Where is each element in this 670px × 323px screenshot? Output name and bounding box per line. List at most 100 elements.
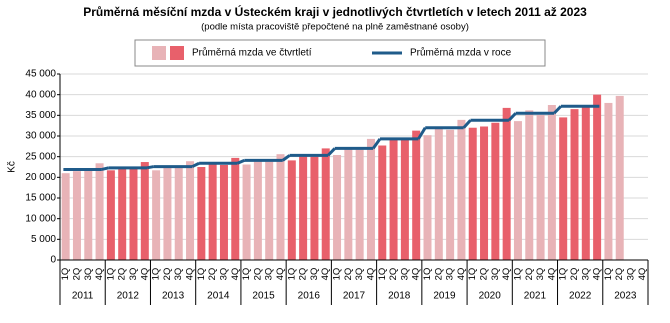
- chart-title: Průměrná měsíční mzda v Ústeckém kraji v…: [83, 4, 587, 19]
- x-tick-label: 1Q: [105, 268, 116, 281]
- x-tick-label: 4Q: [411, 268, 422, 281]
- bar: [118, 167, 127, 260]
- bar: [491, 122, 500, 260]
- y-tick-label: 30 000: [25, 131, 56, 142]
- bar: [525, 110, 534, 260]
- bar: [480, 126, 489, 260]
- x-tick-label: 3Q: [626, 268, 637, 281]
- year-label: 2019: [433, 291, 456, 302]
- bar: [219, 164, 228, 260]
- x-tick-label: 3Q: [490, 268, 501, 281]
- bar: [513, 121, 522, 261]
- x-tick-label: 1Q: [603, 268, 614, 281]
- x-tick-label: 3Q: [83, 268, 94, 281]
- bar: [446, 129, 455, 260]
- x-tick-label: 2Q: [388, 268, 399, 281]
- year-label: 2023: [614, 291, 637, 302]
- bar: [197, 167, 206, 260]
- bar: [299, 155, 308, 260]
- line-step: [146, 165, 155, 170]
- line-step: [417, 126, 427, 140]
- x-tick-label: 2Q: [252, 268, 263, 281]
- x-tick-label: 4Q: [230, 268, 241, 281]
- bar: [468, 127, 477, 260]
- x-tick-label: 4Q: [456, 268, 467, 281]
- y-tick-label: 5 000: [31, 234, 56, 245]
- bar: [61, 173, 70, 260]
- x-tick-label: 3Q: [128, 268, 139, 281]
- legend-swatch: [170, 46, 184, 60]
- x-tick-label: 2Q: [433, 268, 444, 281]
- x-tick-label: 4Q: [365, 268, 376, 281]
- bar: [423, 135, 432, 260]
- bar: [536, 114, 545, 260]
- line-step: [281, 154, 291, 162]
- year-label: 2016: [298, 291, 321, 302]
- x-tick-label: 2Q: [479, 268, 490, 281]
- bar: [253, 161, 262, 260]
- y-tick-label: 40 000: [25, 89, 56, 100]
- bar: [95, 163, 104, 260]
- x-tick-label: 1Q: [332, 268, 343, 281]
- y-tick-label: 0: [50, 255, 56, 266]
- x-tick-label: 3Q: [445, 268, 456, 281]
- x-tick-label: 3Q: [580, 268, 591, 281]
- line-step: [326, 147, 336, 157]
- x-tick-label: 1Q: [60, 268, 71, 281]
- bar: [276, 154, 285, 260]
- bar: [152, 170, 161, 260]
- bar: [593, 94, 602, 261]
- x-tick-label: 1Q: [151, 268, 162, 281]
- bar: [547, 105, 556, 260]
- year-label: 2017: [343, 291, 366, 302]
- legend-box: [134, 39, 546, 67]
- x-tick-label: 1Q: [196, 268, 207, 281]
- chart-subtitle: (podle místa pracoviště přepočtené na pl…: [201, 22, 469, 33]
- bar: [559, 117, 568, 261]
- line-step: [191, 161, 200, 168]
- bar: [242, 164, 251, 260]
- x-tick-label: 1Q: [512, 268, 523, 281]
- bar: [355, 149, 364, 260]
- bar: [457, 119, 466, 260]
- x-tick-label: 4Q: [275, 268, 286, 281]
- bar: [129, 167, 138, 260]
- x-tick-label: 2Q: [162, 268, 173, 281]
- x-tick-label: 2Q: [71, 268, 82, 281]
- x-tick-label: 2Q: [207, 268, 218, 281]
- bar: [333, 155, 342, 260]
- bar: [570, 109, 579, 260]
- bar: [378, 145, 387, 260]
- legend-swatch: [152, 46, 166, 60]
- bar: [581, 105, 590, 261]
- year-label: 2013: [162, 291, 185, 302]
- x-tick-label: 4Q: [185, 268, 196, 281]
- year-label: 2022: [569, 291, 592, 302]
- x-tick-label: 4Q: [637, 268, 648, 281]
- x-tick-label: 4Q: [546, 268, 557, 281]
- bar: [84, 170, 93, 260]
- bar: [366, 138, 375, 260]
- x-tick-label: 1Q: [558, 268, 569, 281]
- bar: [140, 162, 149, 260]
- bar: [231, 157, 240, 260]
- x-tick-label: 2Q: [117, 268, 128, 281]
- bar: [287, 160, 296, 260]
- line-step: [101, 166, 109, 171]
- x-tick-label: 2Q: [524, 268, 535, 281]
- y-axis-label: Kč: [7, 161, 18, 173]
- y-tick-label: 45 000: [25, 69, 56, 80]
- bar: [186, 161, 195, 260]
- y-tick-label: 15 000: [25, 193, 56, 204]
- bar: [265, 161, 274, 260]
- year-label: 2014: [207, 291, 230, 302]
- x-tick-label: 1Q: [377, 268, 388, 281]
- x-tick-label: 3Q: [399, 268, 410, 281]
- legend-label: Průměrná mzda ve čtvrtletí: [192, 47, 312, 59]
- year-label: 2015: [252, 291, 275, 302]
- y-tick-label: 35 000: [25, 110, 56, 121]
- bar: [434, 128, 443, 260]
- x-tick-label: 3Q: [309, 268, 320, 281]
- x-tick-label: 4Q: [592, 268, 603, 281]
